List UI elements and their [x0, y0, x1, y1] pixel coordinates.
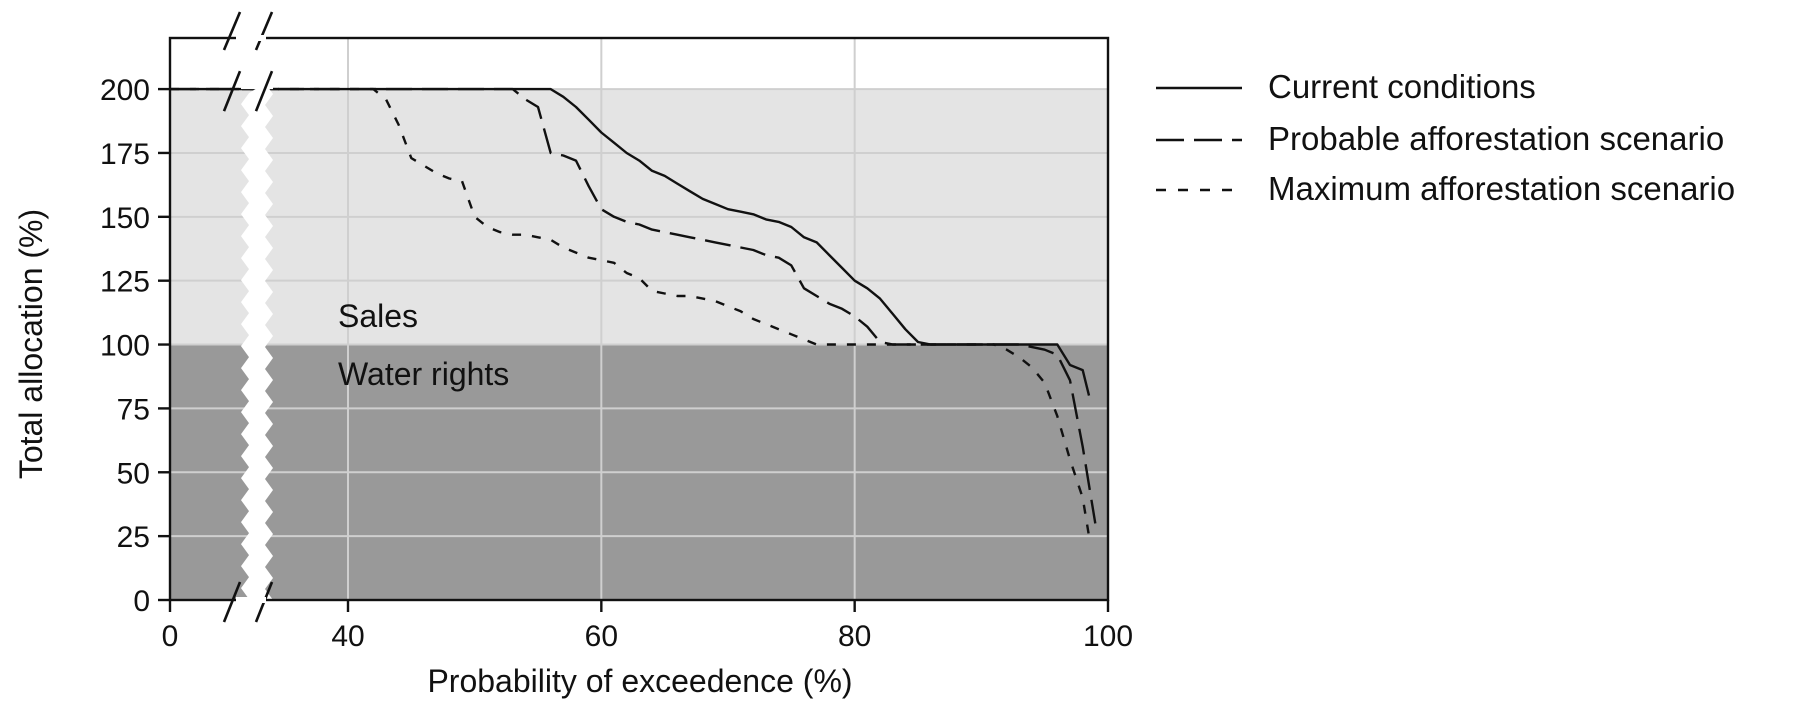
x-tick-label-0: 0 — [162, 620, 179, 653]
break-slash-2-2 — [254, 70, 274, 112]
series-layer — [170, 87, 1097, 537]
frame-gap-top — [236, 35, 266, 41]
region-label-sales: Sales — [338, 298, 418, 334]
x-tick-label-100: 100 — [1083, 620, 1133, 653]
y-tick-label-150: 150 — [100, 202, 150, 235]
break-slash-1-1 — [222, 11, 242, 51]
x-tick-label-80: 80 — [838, 620, 871, 653]
axes: 0 25 50 75 100 125 150 175 200 0 40 60 80 100 — [100, 35, 1133, 653]
plot-area — [170, 38, 1108, 600]
y-tick-label-50: 50 — [117, 457, 150, 490]
plot-frame — [168, 36, 1110, 602]
y-tick-label-100: 100 — [100, 330, 150, 363]
legend-label-current: Current conditions — [1268, 68, 1536, 105]
break-slash-1-3 — [222, 581, 242, 623]
x-axis-title: Probability of exceedence (%) — [427, 663, 852, 699]
legend-label-probable: Probable afforestation scenario — [1268, 120, 1724, 157]
y-tick-label-125: 125 — [100, 266, 150, 299]
x-tick-label-60: 60 — [585, 620, 618, 653]
break-slash-1-2 — [222, 70, 242, 112]
y-tick-label-175: 175 — [100, 138, 150, 171]
x-tick-label-40: 40 — [331, 620, 364, 653]
y-axis-title: Total allocation (%) — [13, 209, 49, 479]
series-line-1 — [170, 87, 1091, 396]
axis-break — [222, 11, 274, 623]
y-tick-label-75: 75 — [117, 393, 150, 426]
break-slash-2-1 — [254, 11, 274, 51]
y-tick-label-200: 200 — [100, 74, 150, 107]
y-tick-label-25: 25 — [117, 521, 150, 554]
axis-break-band — [241, 83, 273, 611]
legend: Current conditions Probable afforestatio… — [1156, 68, 1735, 207]
frame-gap-bottom — [236, 597, 266, 603]
region-label-water-rights: Water rights — [338, 356, 509, 392]
legend-label-maximum: Maximum afforestation scenario — [1268, 170, 1735, 207]
series-line-2 — [170, 87, 1097, 524]
y-tick-label-0: 0 — [133, 585, 150, 618]
series-line-3 — [170, 87, 1091, 537]
